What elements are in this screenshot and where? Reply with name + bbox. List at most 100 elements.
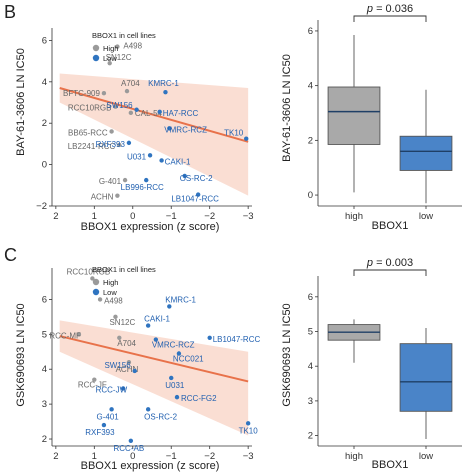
y-tick-label: 4: [42, 364, 47, 375]
box-plot-b: 0 2 4 6 high low p = 0.036: [308, 3, 462, 222]
y-tick-label: 6: [42, 35, 47, 46]
data-point: [109, 129, 114, 134]
x-tick-label: high: [345, 451, 363, 462]
y-tick-label: 2: [308, 431, 313, 442]
box-c-xlabel: BBOX1: [372, 459, 409, 471]
point-label: NCC021: [173, 355, 204, 364]
data-point: [117, 142, 122, 148]
point-label: CAL-54: [135, 109, 163, 118]
data-point: [167, 304, 172, 309]
p-value-label: p = 0.036: [366, 3, 413, 15]
scatter-plot-b: 2 1 0 −1 −2 −3 −2 0 2 4 6 A498 SN12C BFTC-909 A704 RCC1…: [36, 28, 254, 222]
p-symbol: p: [366, 3, 373, 15]
box-low: [399, 343, 453, 412]
x-tick-label: −3: [243, 451, 254, 462]
point-label: SW156: [106, 101, 133, 110]
data-point: [126, 360, 132, 365]
data-point: [109, 407, 114, 412]
data-point: [128, 438, 134, 443]
point-label: ACHN: [116, 365, 139, 374]
data-point: [115, 44, 120, 49]
point-label: A704: [121, 79, 140, 88]
y-tick-label: 0: [308, 190, 313, 201]
box-c-ylabel: GSK690693 LN IC50: [281, 303, 293, 406]
p-value-text: = 0.036: [373, 3, 413, 15]
point-label: A498: [123, 42, 142, 51]
data-point: [169, 375, 174, 381]
box-low: [399, 135, 453, 171]
point-label: BB65-RCC: [68, 128, 108, 137]
data-point: [92, 377, 97, 382]
point-label: RCC-JW: [96, 385, 128, 394]
x-tick-label: −1: [166, 451, 177, 462]
confidence-band: [59, 73, 249, 196]
scatter-b-xlabel: BBOX1 expression (z score): [81, 221, 220, 233]
p-value-text: = 0.003: [373, 257, 413, 269]
data-point: [120, 386, 126, 391]
data-point: [113, 104, 118, 109]
panel-letter-c: C: [4, 245, 17, 265]
data-point: [107, 60, 112, 66]
data-point: [126, 140, 132, 146]
y-tick-label: 0: [42, 160, 47, 171]
point-label: A704: [117, 339, 136, 348]
regression-line: [59, 87, 249, 143]
significance-bracket: [353, 269, 427, 276]
point-label: U031: [127, 152, 147, 161]
legend-title: BBOX1 in cell lines: [92, 265, 156, 274]
box-b-ylabel: BAY-61-3606 LN IC50: [281, 54, 293, 162]
x-tick-label: 0: [130, 211, 135, 222]
panel-letter-b: B: [4, 2, 16, 22]
data-point: [76, 332, 82, 337]
scatter-c-ylabel: GSK690693 LN IC50: [15, 303, 27, 406]
y-tick-label: 3: [308, 396, 313, 407]
y-tick-label: 2: [42, 118, 47, 129]
data-point: [167, 126, 172, 131]
point-label: OS-RC-2: [144, 412, 177, 421]
x-tick-label: low: [419, 211, 433, 222]
y-tick-label: 5: [42, 329, 47, 340]
point-label: LB1047-RCC: [171, 195, 219, 204]
data-point: [128, 110, 134, 116]
point-label: RXF393: [96, 140, 126, 149]
y-tick-label: 2: [308, 135, 313, 146]
point-label: G-401: [99, 177, 122, 186]
data-point: [117, 335, 122, 341]
data-point: [159, 158, 164, 163]
x-tick-label: −3: [243, 211, 254, 222]
legend-high-label: High: [103, 278, 118, 287]
data-point: [207, 335, 212, 341]
data-point: [101, 90, 107, 96]
x-tick-label: high: [345, 211, 363, 222]
point-label: KMRC-1: [148, 79, 179, 88]
x-tick-label: 2: [53, 451, 58, 462]
y-tick-label: 6: [308, 292, 313, 303]
point-label: OS-RC-2: [180, 174, 213, 183]
data-point: [90, 276, 95, 281]
x-tick-label: −1: [166, 211, 177, 222]
x-tick-label: low: [419, 451, 433, 462]
point-label: SW156: [104, 361, 131, 370]
data-point: [174, 394, 180, 400]
point-label: RCC10RGB: [67, 267, 111, 276]
y-tick-label: 2: [42, 434, 47, 445]
point-label: LB1047-RCC: [213, 335, 261, 344]
y-tick-label: 6: [308, 26, 313, 37]
data-point: [115, 193, 120, 198]
scatter-plot-c: 2 1 0 −1 −2 −3 2 3 4 5 6 RCC10RGB A498 SN12C RCC-MF A70…: [42, 265, 261, 462]
x-tick-label: −2: [204, 451, 215, 462]
y-tick-label: −2: [36, 201, 47, 212]
data-point: [145, 323, 151, 328]
data-point: [182, 173, 187, 179]
data-point: [176, 351, 182, 356]
box-high: [327, 86, 381, 145]
point-label: RCC-JF: [78, 381, 107, 390]
regression-line: [59, 335, 249, 383]
box-b-xlabel: BBOX1: [372, 220, 409, 232]
point-label: HA7-RCC: [163, 109, 199, 118]
data-point: [145, 407, 151, 412]
data-point: [195, 192, 201, 197]
data-point: [244, 136, 249, 141]
